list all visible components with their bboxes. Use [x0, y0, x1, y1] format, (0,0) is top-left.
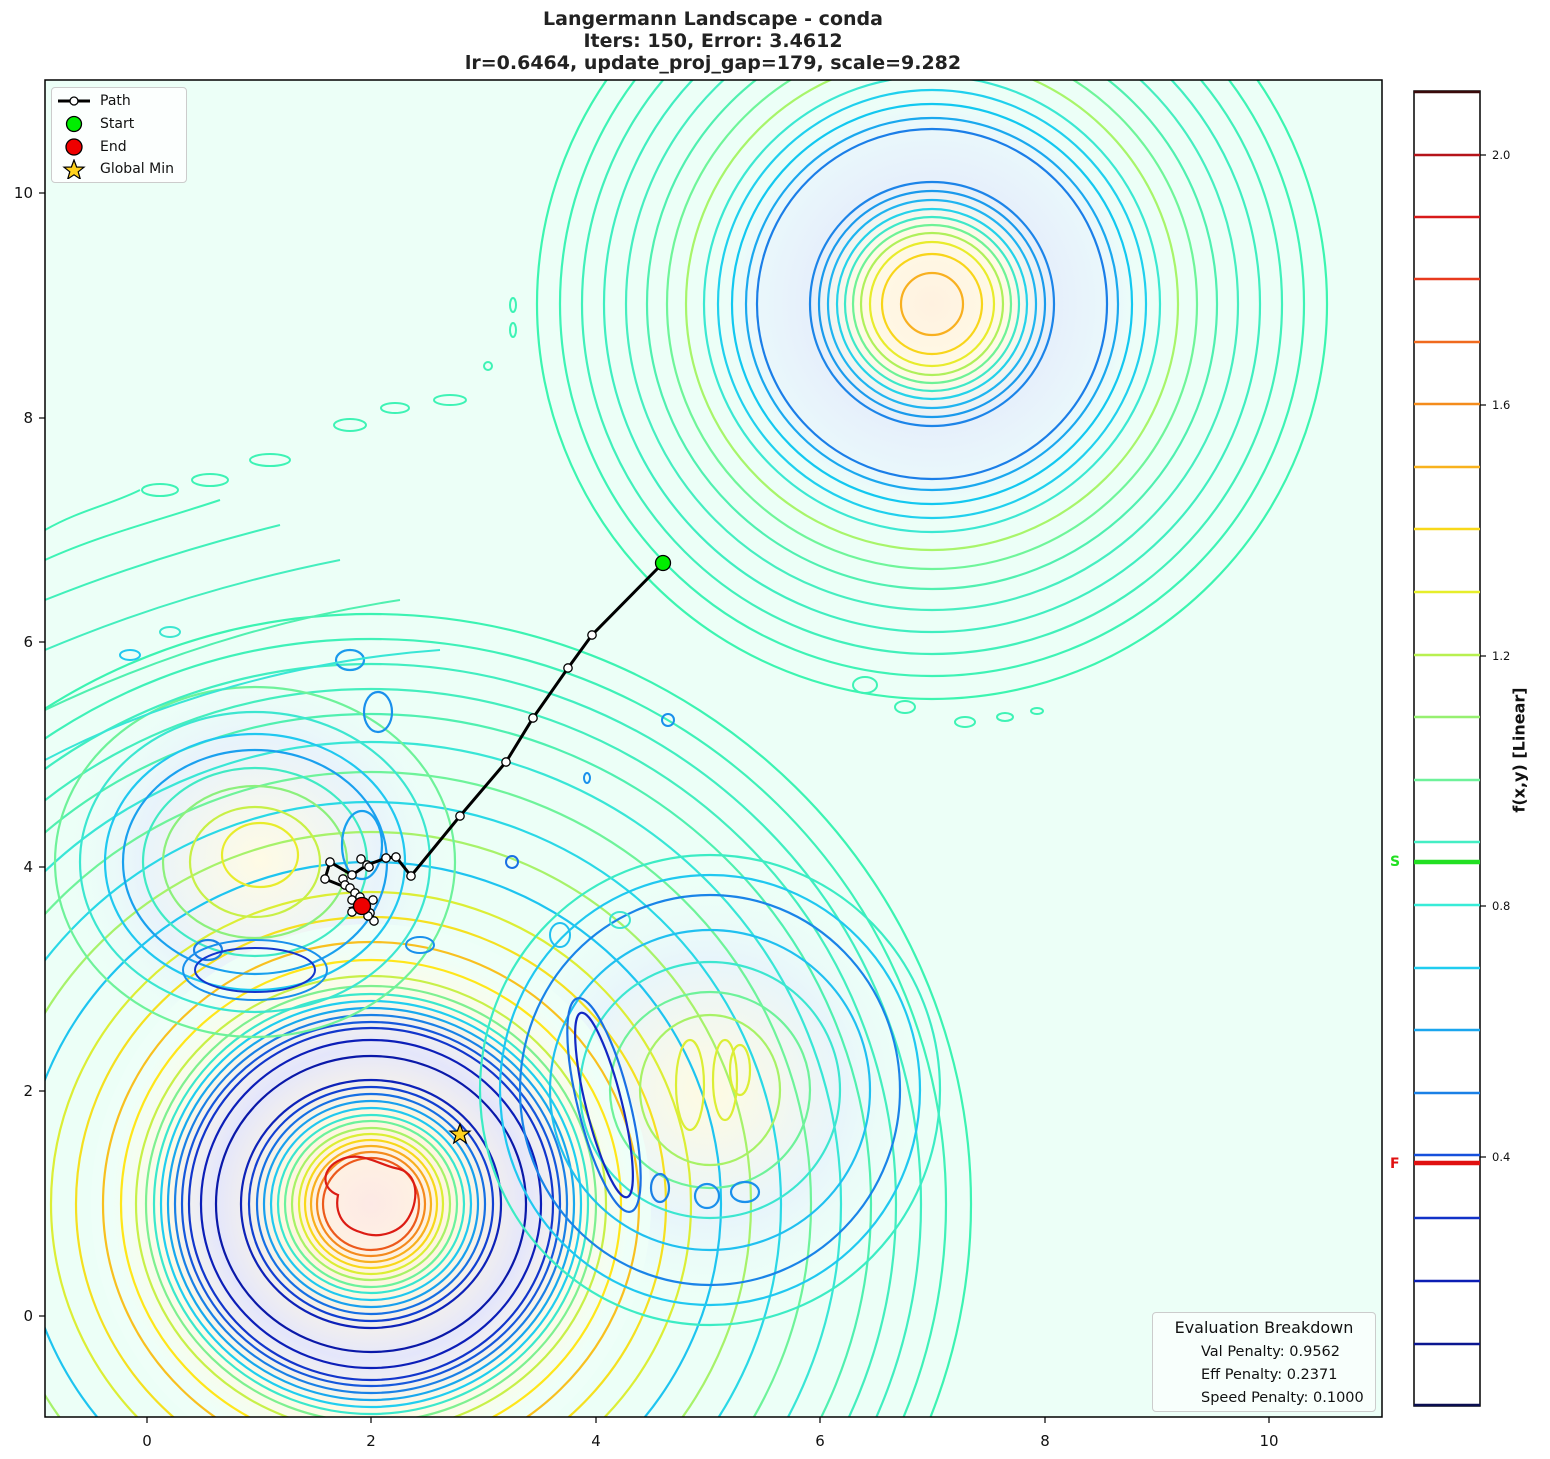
- colorbar-start-label: S: [1390, 854, 1401, 870]
- y-tick-label: 10: [13, 184, 33, 202]
- y-tick-label: 8: [23, 409, 33, 427]
- title-line-1: Langermann Landscape - conda: [543, 8, 883, 30]
- x-tick-label: 4: [591, 1432, 601, 1450]
- contour-field: [45, 80, 1382, 1417]
- y-tick-label: 6: [23, 633, 33, 651]
- y-tick-label: 2: [23, 1082, 33, 1100]
- legend: Path Start End Global Min: [51, 87, 187, 183]
- evaluation-heading: Evaluation Breakdown: [1174, 1318, 1354, 1337]
- contours-ripples-1-4: [53, 648, 457, 1039]
- colorbar-tick-label: 0.4: [1492, 1150, 1511, 1164]
- eff-penalty: Eff Penalty: 0.2371: [1201, 1367, 1338, 1383]
- y-tick-marks: [39, 192, 45, 1317]
- title-line-3: lr=0.6464, update_proj_gap=179, scale=9.…: [464, 52, 962, 74]
- legend-label-end: End: [100, 139, 127, 155]
- x-tick-marks: [146, 1417, 1270, 1423]
- colorbar-label: f(x,y) [Linear]: [1509, 687, 1529, 813]
- colorbar-final-label: F: [1390, 1156, 1400, 1172]
- green-circle-icon: [52, 114, 94, 134]
- colorbar: [1413, 90, 1486, 1407]
- legend-label-global-min: Global Min: [100, 161, 174, 177]
- legend-label-start: Start: [100, 116, 135, 132]
- y-tick-label: 4: [23, 858, 33, 876]
- colorbar-ticks: [1480, 154, 1486, 1158]
- legend-item-end: End: [52, 136, 127, 158]
- legend-item-global-min: Global Min: [52, 158, 174, 181]
- x-tick-label: 10: [1259, 1432, 1279, 1450]
- colorbar-levels: [1414, 90, 1480, 1407]
- x-tick-label: 6: [815, 1432, 825, 1450]
- legend-item-start: Start: [52, 113, 134, 135]
- optimization-path: [320, 554, 672, 1145]
- chart-title: Langermann Landscape - conda Iters: 150,…: [0, 8, 1426, 74]
- colorbar-tick-label: 2.0: [1492, 148, 1511, 162]
- colorbar-tick-label: 1.6: [1492, 398, 1511, 412]
- contours-scattered-ripples: [45, 297, 1044, 1001]
- path-markers: [320, 630, 597, 926]
- x-tick-label: 0: [142, 1432, 152, 1450]
- colorbar-tick-label: 0.8: [1492, 899, 1511, 913]
- val-penalty: Val Penalty: 0.9562: [1201, 1344, 1341, 1360]
- contours-ripples-5-2: [478, 853, 942, 1327]
- colorbar-tick-label: 1.2: [1492, 649, 1511, 663]
- evaluation-breakdown-box: Evaluation Breakdown Val Penalty: 0.9562…: [1152, 1312, 1376, 1412]
- start-marker: [654, 554, 672, 572]
- speed-penalty: Speed Penalty: 0.1000: [1201, 1390, 1364, 1406]
- legend-item-path: Path: [52, 90, 131, 112]
- star-icon: [52, 158, 94, 181]
- path-line-icon: [52, 91, 94, 111]
- axes-frame: [44, 79, 1383, 1418]
- x-tick-label: 8: [1040, 1432, 1050, 1450]
- contours-basin-2-1: [45, 613, 972, 1417]
- end-marker: [352, 896, 372, 916]
- contours-basin-7-9: [536, 80, 1328, 700]
- x-tick-label: 2: [366, 1432, 376, 1450]
- global-min-star: [448, 1122, 472, 1145]
- y-tick-label: 0: [23, 1307, 33, 1325]
- red-circle-icon: [52, 137, 94, 157]
- title-line-2: Iters: 150, Error: 3.4612: [583, 30, 843, 52]
- legend-label-path: Path: [100, 93, 131, 109]
